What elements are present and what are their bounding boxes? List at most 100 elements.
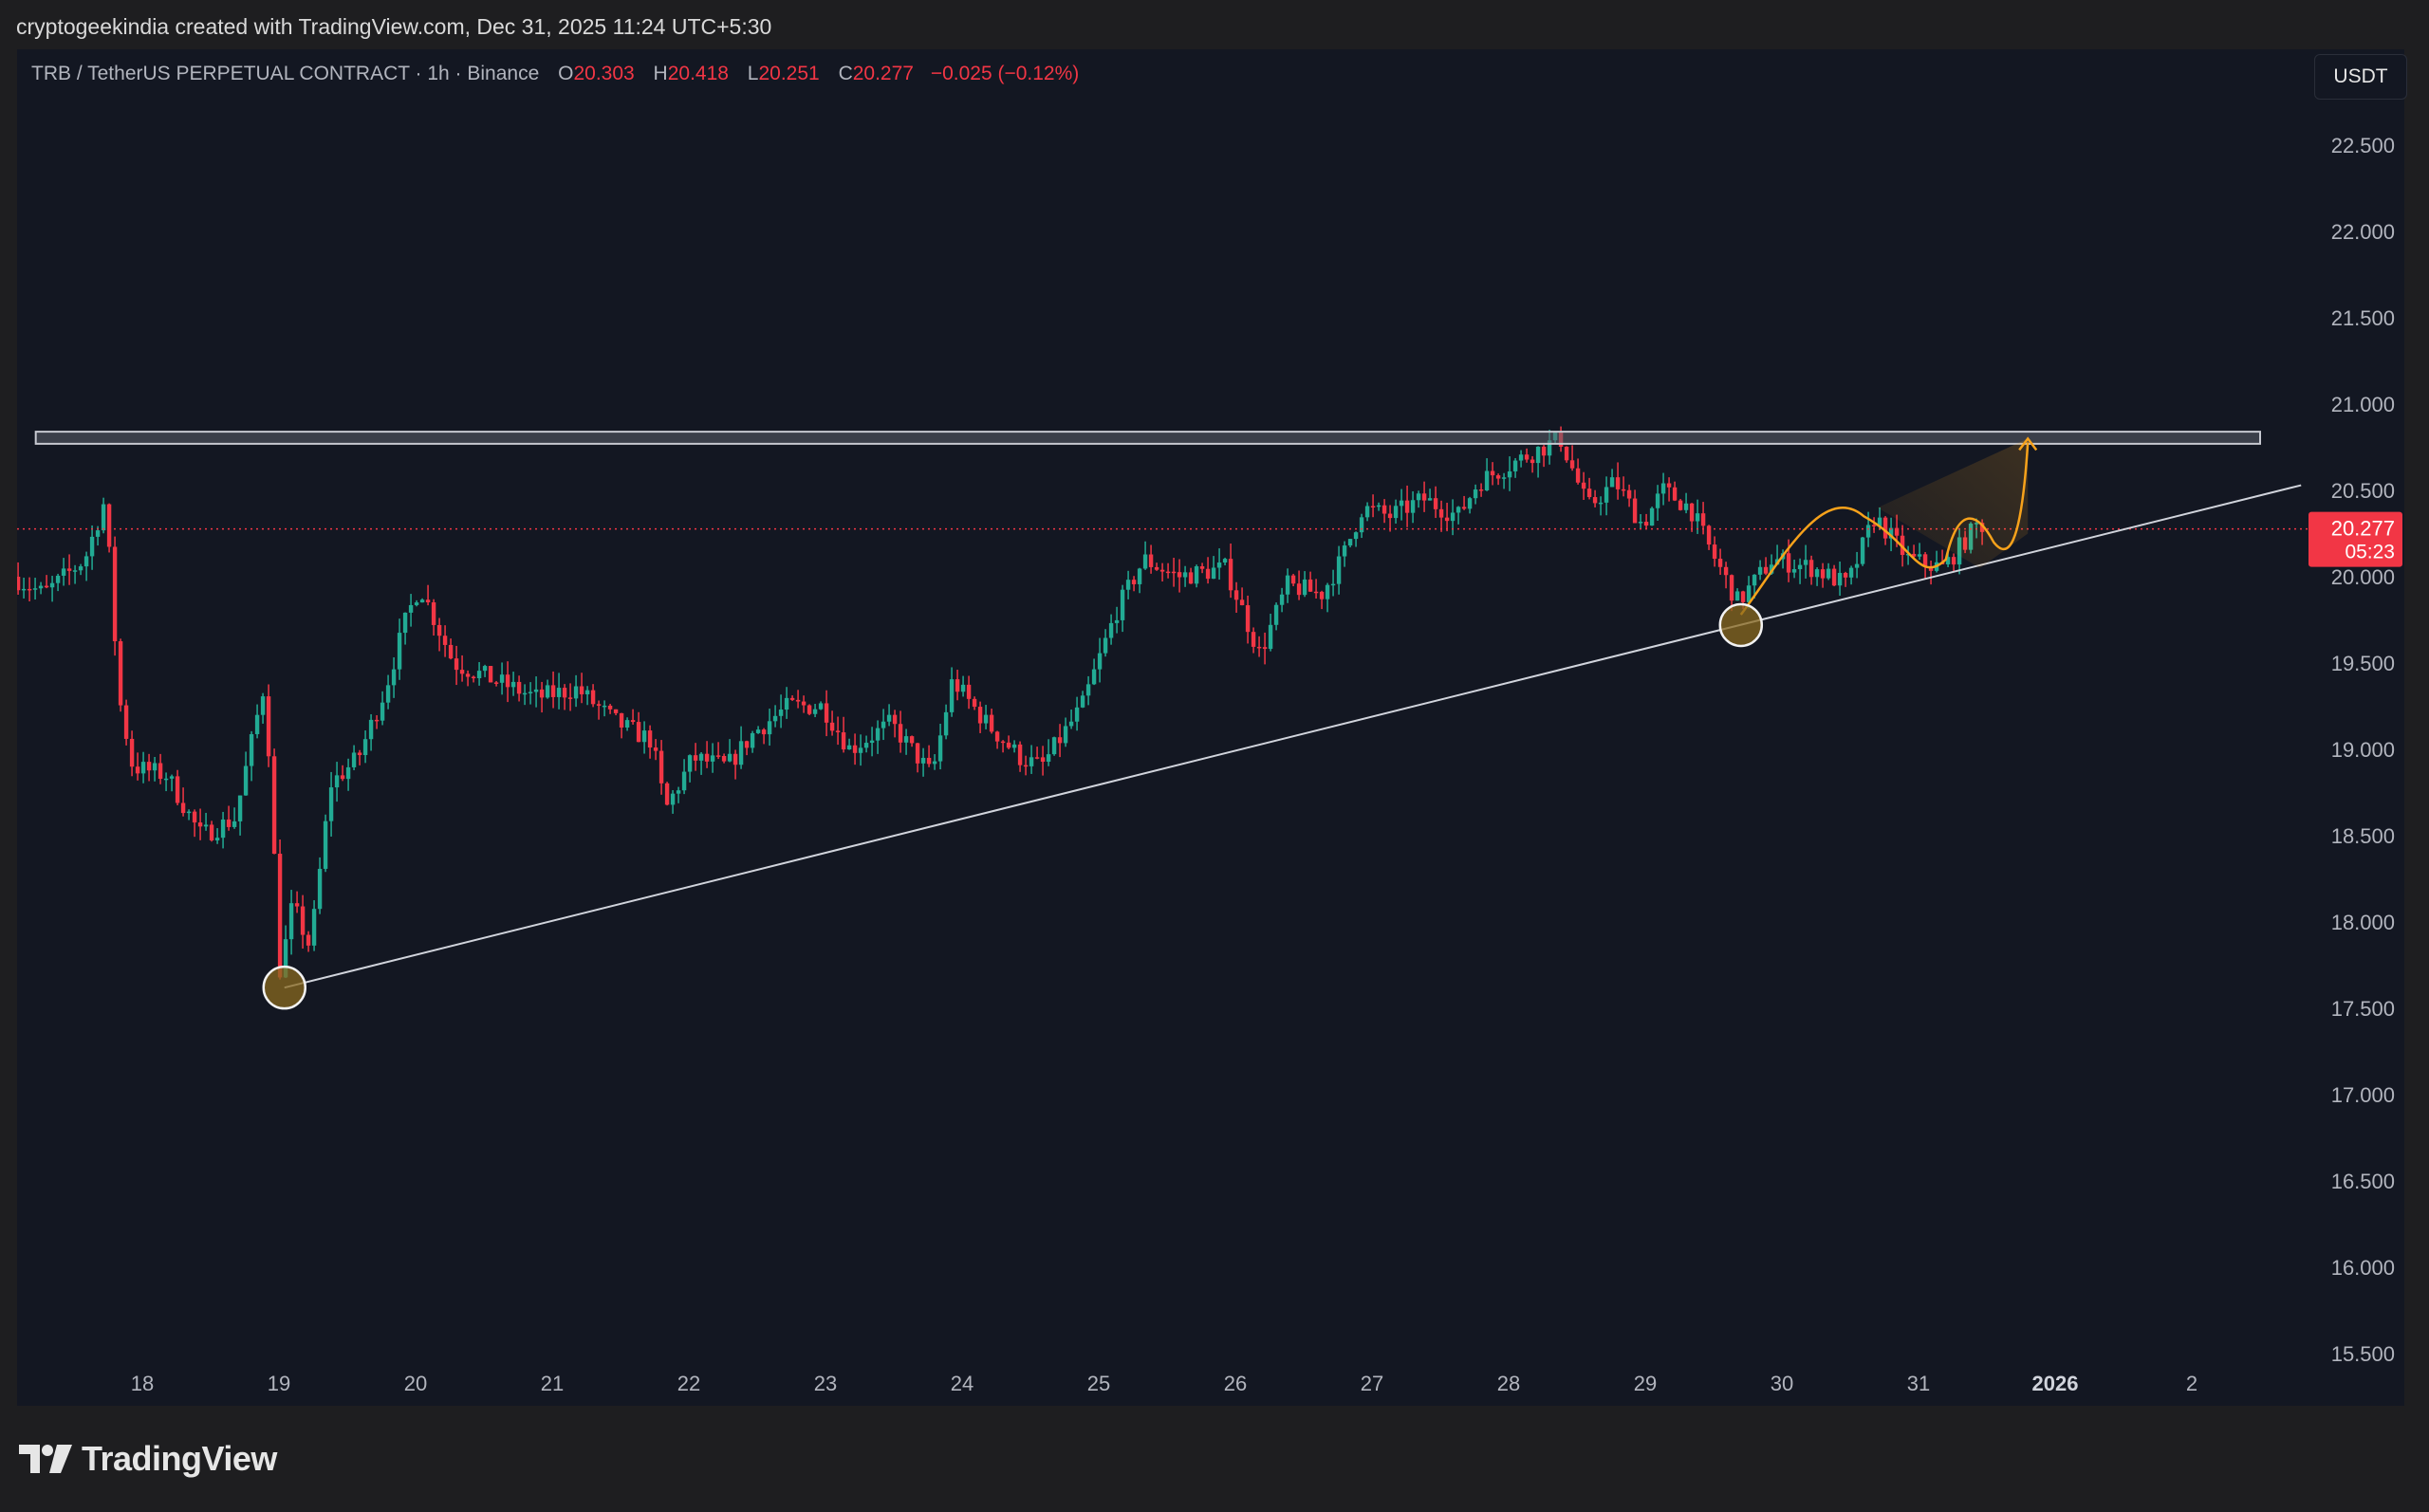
candle-body bbox=[328, 787, 334, 821]
candle-body bbox=[288, 903, 294, 940]
currency-button[interactable]: USDT bbox=[2314, 54, 2407, 100]
candle-body bbox=[1319, 591, 1325, 599]
candle-body bbox=[613, 709, 619, 713]
candle-body bbox=[1194, 566, 1199, 584]
candle-body bbox=[875, 728, 881, 741]
price-tick-label: 19.000 bbox=[2331, 738, 2395, 762]
candle-body bbox=[1945, 557, 1951, 564]
candle-body bbox=[1723, 566, 1729, 576]
candle-body bbox=[1216, 562, 1222, 568]
candle-body bbox=[1359, 517, 1364, 533]
candle-body bbox=[408, 604, 414, 613]
candle-body bbox=[994, 731, 1000, 742]
candle-body bbox=[909, 736, 915, 744]
candle-body bbox=[744, 741, 750, 748]
candle-body bbox=[1894, 527, 1900, 536]
candle-body bbox=[1473, 489, 1478, 499]
candle-body bbox=[1814, 569, 1820, 578]
candle-body bbox=[949, 679, 955, 712]
candle-body bbox=[1615, 477, 1621, 489]
candle-body bbox=[653, 747, 658, 751]
time-tick-label: 29 bbox=[1634, 1372, 1657, 1395]
candle-body bbox=[1564, 446, 1569, 461]
candle-body bbox=[829, 722, 835, 731]
open-value: 20.303 bbox=[573, 63, 635, 84]
candle-body bbox=[1791, 569, 1797, 573]
candle-body bbox=[761, 729, 767, 735]
candle-body bbox=[789, 697, 795, 700]
time-tick-label: 2 bbox=[2186, 1372, 2197, 1395]
author-credit: cryptogeekindia created with TradingView… bbox=[16, 14, 772, 39]
candle-body bbox=[1444, 517, 1450, 522]
candle-body bbox=[311, 909, 317, 946]
candle-body bbox=[550, 685, 556, 697]
time-tick-label: 26 bbox=[1224, 1372, 1247, 1395]
time-tick-label: 2026 bbox=[2032, 1372, 2079, 1395]
candle-body bbox=[1717, 559, 1723, 567]
candle-body bbox=[61, 568, 66, 576]
candle-body bbox=[1808, 560, 1814, 578]
candle-body bbox=[1843, 572, 1848, 578]
candle-body bbox=[357, 752, 362, 756]
candle-body bbox=[1154, 566, 1159, 570]
candle-body bbox=[1626, 489, 1632, 499]
candle-body bbox=[1399, 500, 1404, 507]
candle-body bbox=[1370, 506, 1376, 507]
candle-body bbox=[1262, 647, 1268, 650]
candle-body bbox=[49, 582, 55, 588]
candle-body bbox=[300, 906, 306, 935]
candle-body bbox=[915, 743, 920, 764]
candle-body bbox=[892, 714, 898, 725]
candle-body bbox=[323, 821, 328, 869]
candle-body bbox=[1928, 565, 1934, 571]
candle-body bbox=[602, 705, 607, 708]
candle-body bbox=[596, 704, 602, 706]
symbol-legend: TRB / TetherUS PERPETUAL CONTRACT · 1h ·… bbox=[31, 63, 1079, 85]
candle-body bbox=[528, 691, 533, 693]
candle-body bbox=[66, 568, 72, 571]
candle-body bbox=[510, 681, 516, 688]
candle-body bbox=[1177, 572, 1182, 578]
candle-body bbox=[676, 790, 681, 794]
candle-body bbox=[1484, 470, 1490, 490]
drawings-layer bbox=[17, 431, 2311, 1010]
low-label: L bbox=[747, 63, 759, 84]
price-tick-label: 20.000 bbox=[2331, 565, 2395, 589]
price-tick-label: 21.000 bbox=[2331, 393, 2395, 416]
candle-body bbox=[402, 612, 408, 634]
candle-body bbox=[454, 658, 459, 671]
candle-body bbox=[886, 714, 892, 722]
candle-body bbox=[1097, 653, 1103, 670]
candle-body bbox=[249, 733, 254, 766]
candle-body bbox=[1695, 513, 1700, 522]
candle-body bbox=[955, 679, 960, 692]
price-tick-label: 18.500 bbox=[2331, 824, 2395, 848]
candle-body bbox=[869, 740, 875, 744]
candle-body bbox=[1302, 579, 1307, 596]
candle-body bbox=[1672, 487, 1678, 501]
candle-body bbox=[784, 697, 789, 710]
candle-body bbox=[522, 692, 528, 695]
candle-body bbox=[846, 745, 852, 750]
candle-body bbox=[824, 703, 829, 723]
candle-body bbox=[1137, 568, 1142, 584]
candle-body bbox=[1023, 765, 1029, 767]
candle-body bbox=[345, 766, 351, 780]
projection-path bbox=[1739, 442, 2030, 616]
candle-body bbox=[1125, 580, 1131, 590]
candle-body bbox=[1826, 568, 1831, 579]
candle-body bbox=[493, 682, 499, 684]
chart-pane[interactable] bbox=[17, 49, 2404, 1406]
candle-body bbox=[1700, 513, 1706, 526]
candle-body bbox=[158, 763, 163, 780]
close-label: C bbox=[838, 63, 853, 84]
candle-body bbox=[1057, 737, 1063, 744]
time-tick-label: 31 bbox=[1907, 1372, 1930, 1395]
candle-body bbox=[368, 719, 374, 740]
tradingview-logo[interactable]: TradingView bbox=[19, 1439, 277, 1479]
candle-body bbox=[732, 753, 738, 765]
candle-body bbox=[1034, 757, 1040, 759]
candle-body bbox=[1290, 575, 1296, 584]
price-tick-label: 22.000 bbox=[2331, 220, 2395, 244]
